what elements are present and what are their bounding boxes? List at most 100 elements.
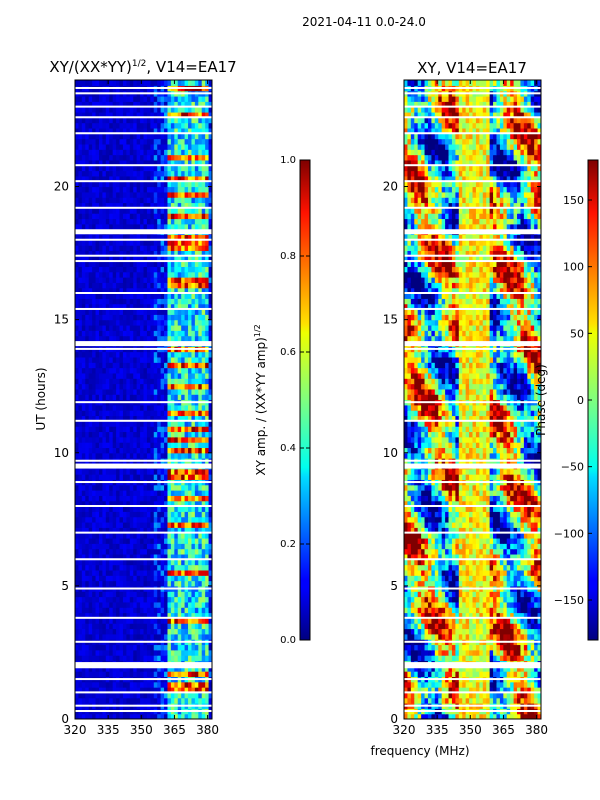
heatmap-cell [105,569,110,576]
heatmap-cell [92,298,97,305]
heatmap-cell [81,681,86,688]
heatmap-cell [102,436,107,443]
heatmap-cell [116,548,121,555]
heatmap-cell [109,692,114,699]
heatmap-cell [88,516,93,523]
heatmap-cell [208,665,212,672]
amp-colorbar-label: XY amp. / (XX*YY amp)1/2 [253,324,268,475]
heatmap-cell [81,410,86,417]
heatmap-cell [126,223,131,230]
heatmap-cell [177,111,182,118]
heatmap-cell [181,575,186,582]
heatmap-cell [122,580,127,587]
heatmap-cell [75,207,80,214]
heatmap-cell [136,314,141,321]
heatmap-cell [198,591,203,598]
heatmap-cell [191,532,196,539]
heatmap-cell [122,319,127,326]
flagged-gap [75,662,212,665]
heatmap-cell [98,655,104,662]
heatmap-cell [146,713,151,719]
heatmap-cell [181,245,186,251]
heatmap-cell [119,106,124,113]
heatmap-cell [129,293,134,299]
heatmap-cell [105,271,110,278]
heatmap-cell [75,223,80,230]
heatmap-cell [75,580,80,587]
heatmap-cell [177,170,182,177]
heatmap-cell [150,186,155,193]
heatmap-cell [78,282,83,289]
heatmap-cell [105,580,110,587]
heatmap-cell [102,649,107,656]
heatmap-cell [112,159,117,166]
heatmap-cell [150,426,155,433]
heatmap-cell [194,250,199,257]
heatmap-cell [150,133,155,140]
heatmap-cell [150,367,155,374]
heatmap-cell [92,308,97,315]
heatmap-cell [198,537,203,544]
heatmap-cell [129,271,134,278]
heatmap-cell [194,213,199,220]
heatmap-cell [205,468,210,475]
heatmap-cell [157,362,162,369]
heatmap-cell [164,580,169,587]
flagged-gap [75,260,212,263]
heatmap-cell [164,628,169,635]
heatmap-cell [198,287,203,294]
heatmap-cell [126,117,131,124]
heatmap-cell [146,303,151,310]
heatmap-cell [95,133,100,140]
heatmap-cell [140,452,145,459]
heatmap-cell [136,452,141,459]
heatmap-cell [208,521,212,528]
heatmap-cell [208,245,212,251]
heatmap-cell [140,426,145,433]
heatmap-cell [122,138,127,145]
heatmap-cell [160,191,165,198]
heatmap-cell [160,143,165,150]
heatmap-cell [208,532,212,539]
heatmap-cell [198,149,203,156]
heatmap-cell [109,500,114,507]
heatmap-cell [102,388,107,395]
heatmap-cell [146,138,151,145]
heatmap-cell [198,255,203,262]
heatmap-cell [133,617,138,624]
heatmap-cell [198,415,203,422]
heatmap-cell [170,442,175,449]
heatmap-cell [208,213,212,220]
heatmap-cell [105,655,110,662]
heatmap-cell [170,335,175,342]
heatmap-cell [116,687,121,693]
heatmap-cell [105,500,110,507]
heatmap-cell [177,495,182,502]
heatmap-cell [88,697,93,704]
heatmap-cell [184,495,189,502]
heatmap-cell [85,287,90,294]
heatmap-cell [126,543,131,550]
heatmap-cell [160,106,165,113]
y-tick-label: 0 [61,712,69,726]
heatmap-cell [194,324,199,331]
heatmap-cell [81,314,86,321]
heatmap-cell [181,388,186,395]
heatmap-cell [208,559,212,566]
heatmap-cell [136,202,141,209]
heatmap-cell [119,133,124,140]
heatmap-cell [150,495,155,502]
heatmap-cell [150,692,155,699]
heatmap-cell [140,165,145,172]
heatmap-cell [75,713,80,719]
heatmap-cell [191,404,196,411]
heatmap-cell [78,516,83,523]
heatmap-cell [181,207,186,214]
heatmap-cell [191,644,196,651]
heatmap-cell [157,516,162,523]
heatmap-cell [174,628,179,635]
heatmap-cell [146,324,151,331]
heatmap-cell [157,127,162,134]
heatmap-cell [98,303,104,310]
heatmap-cell [208,564,212,571]
